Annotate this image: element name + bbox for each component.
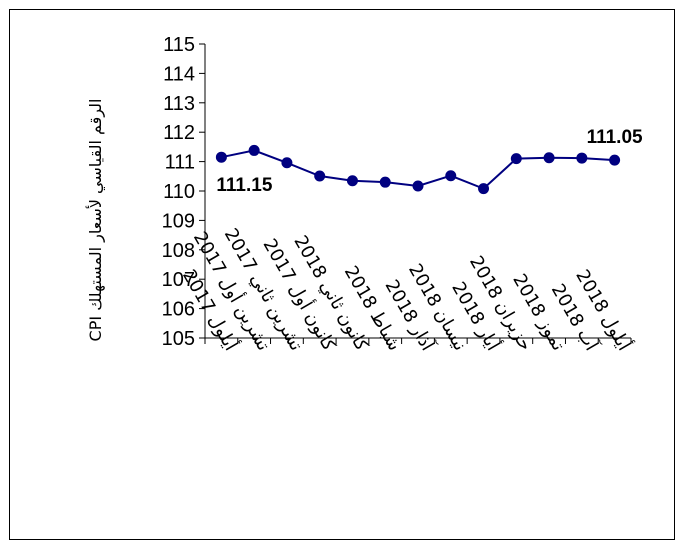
data-point	[281, 157, 293, 169]
data-point	[478, 183, 490, 195]
data-point	[510, 153, 522, 165]
data-point	[609, 154, 621, 166]
data-label: 111.15	[216, 175, 272, 196]
y-tick-label: 115	[163, 34, 195, 56]
y-tick-label: 111	[165, 152, 195, 174]
data-labels: 111.15 111.05	[216, 127, 643, 196]
y-tick-label: 105	[162, 328, 195, 350]
y-axis: 105 106 107 108 109 110 111 112 113 114 115	[162, 34, 206, 350]
y-tick-label: 107	[162, 269, 195, 291]
y-tick-label: 109	[162, 210, 195, 232]
data-point	[576, 152, 588, 164]
data-point	[543, 152, 555, 164]
data-point	[215, 151, 227, 163]
data-point	[445, 170, 457, 182]
y-tick-label: 110	[163, 181, 195, 203]
y-tick-label: 112	[163, 122, 195, 144]
data-point	[248, 144, 260, 156]
y-tick-label: 108	[162, 240, 195, 262]
y-tick-label: 106	[162, 299, 195, 321]
y-tick-label: 114	[163, 63, 195, 85]
data-point	[314, 170, 326, 182]
data-point	[379, 176, 391, 188]
data-point	[412, 180, 424, 192]
series-cpi	[215, 144, 621, 195]
data-point	[346, 175, 358, 187]
data-label: 111.05	[587, 127, 643, 148]
y-axis-label: الرقم القياسي لأسعار المستهلك CPI	[85, 99, 106, 342]
y-tick-label: 113	[163, 93, 195, 115]
chart-frame	[9, 9, 675, 540]
